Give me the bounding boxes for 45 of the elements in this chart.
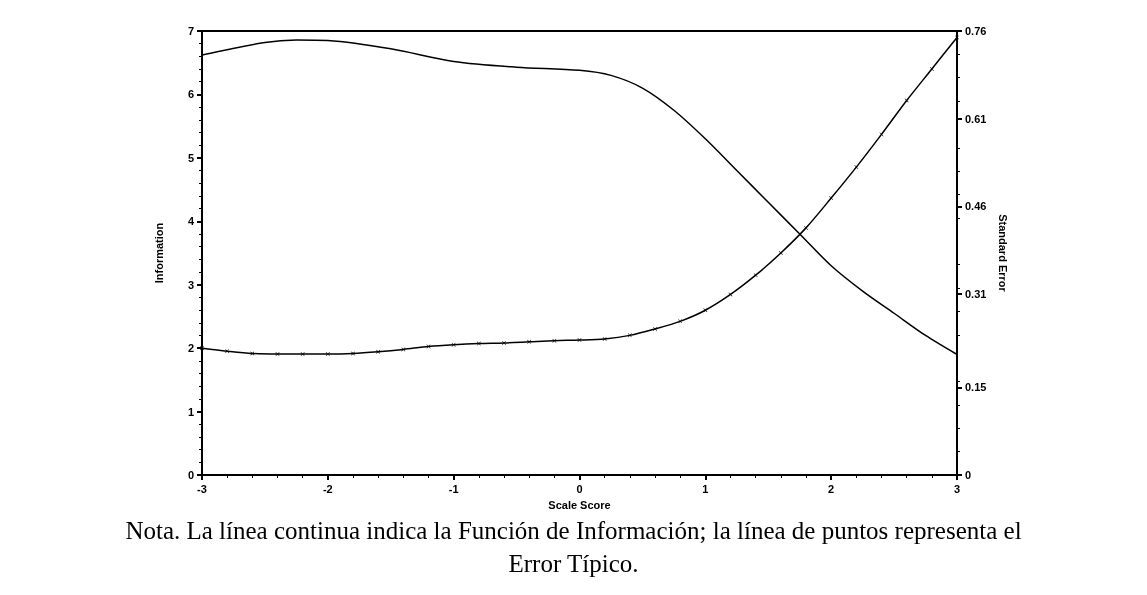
y2-tick-label: 0.61 [965, 112, 987, 125]
x-tick-label: 1 [702, 482, 709, 495]
y-tick-label: 3 [187, 278, 194, 291]
x-axis-title: Scale Score [548, 498, 611, 511]
x-tick-label: -3 [197, 482, 207, 495]
point [778, 251, 783, 255]
x-tick-label: 2 [828, 482, 835, 495]
y-tick-label: 7 [187, 25, 194, 37]
x-tick-label: -1 [448, 482, 459, 495]
y2-tick-label: 0.76 [965, 25, 987, 37]
point [879, 132, 884, 137]
point [225, 349, 230, 354]
point [829, 196, 834, 201]
point [502, 340, 506, 345]
x-tick-label: -2 [322, 482, 333, 495]
point [426, 344, 431, 349]
y-tick-label: 4 [187, 215, 195, 228]
point [929, 66, 934, 71]
point [804, 225, 808, 230]
y2-tick-label: 0.15 [965, 381, 987, 394]
x-tick-label: 0 [576, 482, 583, 495]
point [527, 339, 532, 344]
y2-tick-label: 0 [965, 469, 972, 481]
y2-tick-label: 0.31 [965, 287, 987, 300]
point [200, 346, 204, 351]
y2-tick-label: 0.46 [965, 200, 987, 213]
point [552, 338, 557, 343]
x-tick-label: 3 [953, 482, 961, 495]
y-tick-label: 6 [187, 88, 194, 101]
point [401, 347, 406, 352]
point [250, 351, 255, 356]
point [653, 326, 657, 331]
y-tick-label: 5 [187, 151, 194, 164]
y2-axis-title: Standard Error [996, 214, 1009, 293]
y-tick-label: 2 [187, 342, 194, 355]
point [325, 352, 330, 357]
y-tick-label: 0 [187, 469, 194, 481]
point [451, 342, 456, 347]
point [904, 98, 909, 103]
y-tick-label: 1 [187, 405, 194, 418]
point [728, 292, 733, 297]
text: Nota. La línea continua indica la Función de Información; la línea de puntos representa el Error Típico. [124, 516, 1023, 579]
point [476, 341, 481, 346]
point [300, 352, 305, 357]
y-axis-title: Information [152, 222, 165, 284]
